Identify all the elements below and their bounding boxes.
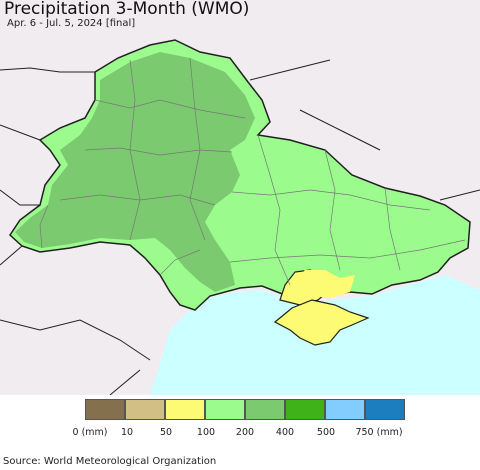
source-note: Source: World Meteorological Organizatio… <box>3 456 217 467</box>
precipitation-map <box>0 0 480 395</box>
page-subtitle: Apr. 6 - Jul. 5, 2024 [final] <box>7 18 136 29</box>
south-dry-region <box>290 270 355 298</box>
legend-label: 0 (mm) <box>72 427 108 438</box>
legend: 0 (mm) 10 50 100 200 400 500 750 (mm) <box>0 399 480 444</box>
azov-sea <box>348 290 398 312</box>
legend-swatch <box>125 399 165 420</box>
legend-label: 400 <box>275 427 295 438</box>
legend-swatch <box>325 399 365 420</box>
oblast-boundaries <box>39 57 466 286</box>
legend-swatch <box>165 399 205 420</box>
legend-swatch <box>205 399 245 420</box>
legend-label: 100 <box>196 427 216 438</box>
country-borders <box>0 59 480 395</box>
page-title: Precipitation 3-Month (WMO) <box>4 0 250 19</box>
legend-label: 10 <box>120 427 134 438</box>
legend-label: 50 <box>159 427 173 438</box>
legend-swatch <box>365 399 405 420</box>
legend-label: 750 (mm) <box>355 427 403 438</box>
legend-label: 500 <box>316 427 336 438</box>
crimea-peninsula <box>273 299 370 346</box>
legend-label: 200 <box>235 427 255 438</box>
legend-swatch <box>245 399 285 420</box>
legend-swatch <box>285 399 325 420</box>
legend-swatch <box>85 399 125 420</box>
